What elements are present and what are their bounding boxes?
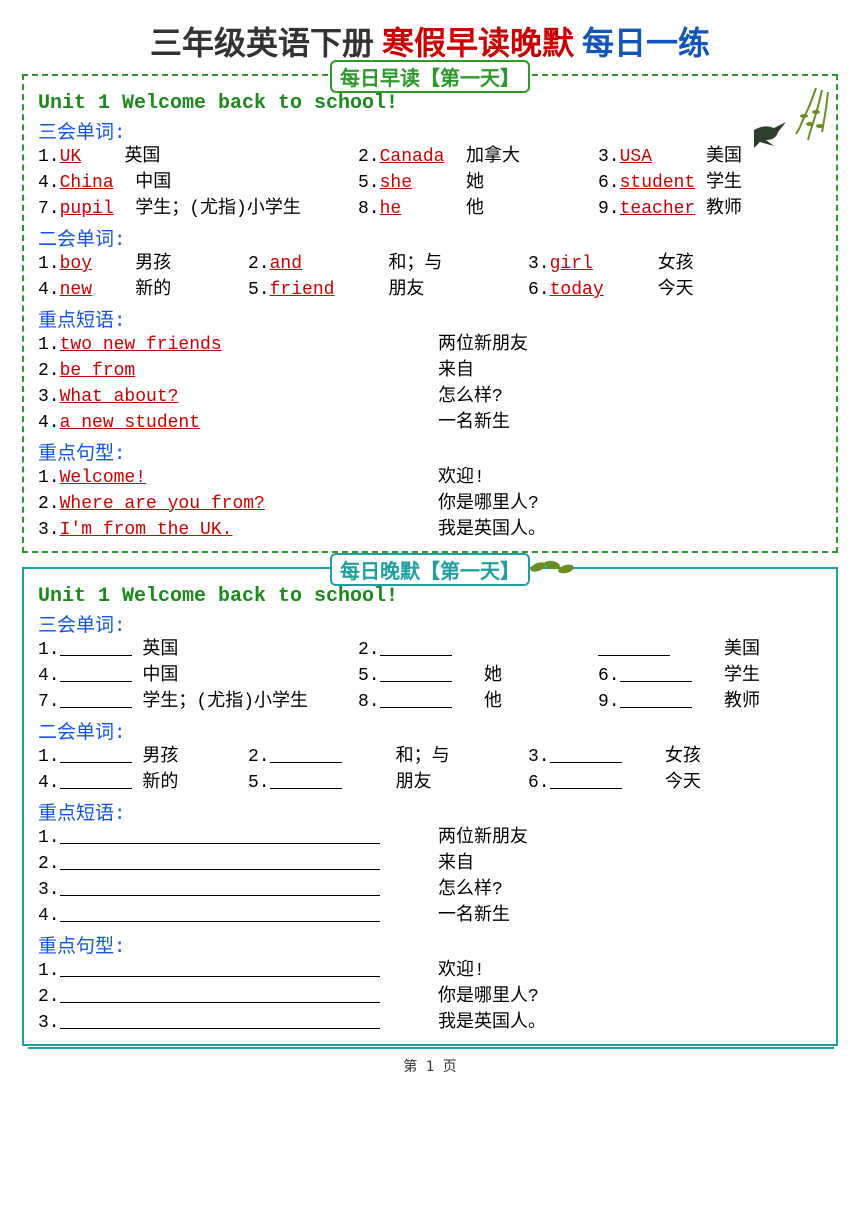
phrase-row: 2.be from来自 xyxy=(38,358,822,384)
phrase-row: 3.What about?怎么样? xyxy=(38,384,822,410)
blank xyxy=(270,745,342,763)
box2-sec4: 重点句型: xyxy=(38,931,822,958)
phrase-row: 4.a new student一名新生 xyxy=(38,410,822,436)
fill-row: 7. 学生；(尤指)小学生 8. 他 9. 教师 xyxy=(38,689,822,715)
blank xyxy=(550,771,622,789)
blank xyxy=(60,664,132,682)
vocab-row: 1.UK 英国 2.Canada 加拿大 3.USA 美国 xyxy=(38,144,822,170)
vocab-row: 4.new 新的 5.friend 朋友 6.today 今天 xyxy=(38,277,822,303)
vocab-row: 7.pupil 学生；(尤指)小学生 8.he 他 9.teacher 教师 xyxy=(38,196,822,222)
box2-label: 每日晚默【第一天】 xyxy=(330,553,530,586)
fill-row: 1. 男孩 2. 和；与 3. 女孩 xyxy=(38,744,822,770)
blank xyxy=(60,1011,380,1029)
blank xyxy=(60,959,380,977)
box2-sec1: 三会单词: xyxy=(38,610,822,637)
fill-row: 4. 中国 5. 她 6. 学生 xyxy=(38,663,822,689)
fill-row: 2.你是哪里人? xyxy=(38,984,822,1010)
vocab-row: 4.China 中国 5.she 她 6.student 学生 xyxy=(38,170,822,196)
blank xyxy=(60,690,132,708)
title-part3: 每日一练 xyxy=(582,25,710,61)
blank xyxy=(60,852,380,870)
fill-row: 3.我是英国人。 xyxy=(38,1010,822,1036)
blank xyxy=(550,745,622,763)
fill-row: 4.一名新生 xyxy=(38,903,822,929)
leaves-icon xyxy=(526,555,576,579)
blank xyxy=(60,771,132,789)
evening-dictation-box: 每日晚默【第一天】 Unit 1 Welcome back to school!… xyxy=(22,567,838,1046)
fill-row: 4. 新的 5. 朋友 6. 今天 xyxy=(38,770,822,796)
box1-sec4: 重点句型: xyxy=(38,438,822,465)
blank xyxy=(60,878,380,896)
blank xyxy=(60,826,380,844)
blank xyxy=(380,638,452,656)
blank xyxy=(620,664,692,682)
fill-row: 1.两位新朋友 xyxy=(38,825,822,851)
sentence-row: 2.Where are you from?你是哪里人? xyxy=(38,491,822,517)
main-title: 三年级英语下册 寒假早读晚默 每日一练 xyxy=(22,18,838,64)
page-footer: 第 1 页 xyxy=(22,1056,838,1076)
vocab-row: 1.boy 男孩 2.and 和；与 3.girl 女孩 xyxy=(38,251,822,277)
blank xyxy=(598,638,670,656)
blank xyxy=(380,690,452,708)
title-part2: 寒假早读晚默 xyxy=(382,25,574,61)
box1-label: 每日早读【第一天】 xyxy=(330,60,530,93)
blank xyxy=(620,690,692,708)
blank xyxy=(60,745,132,763)
blank xyxy=(60,904,380,922)
title-part1: 三年级英语下册 xyxy=(150,25,374,61)
phrase-row: 1.two new friends两位新朋友 xyxy=(38,332,822,358)
fill-row: 2.来自 xyxy=(38,851,822,877)
box1-sec2: 二会单词: xyxy=(38,224,822,251)
blank xyxy=(380,664,452,682)
box2-sec2: 二会单词: xyxy=(38,717,822,744)
box1-sec1: 三会单词: xyxy=(38,117,822,144)
box2-sec3: 重点短语: xyxy=(38,798,822,825)
box1-unit: Unit 1 Welcome back to school! xyxy=(38,92,822,115)
morning-reading-box: 每日早读【第一天】 Unit 1 Welcome back to school!… xyxy=(22,74,838,553)
box1-sec3: 重点短语: xyxy=(38,305,822,332)
fill-row: 3.怎么样? xyxy=(38,877,822,903)
sentence-row: 1.Welcome!欢迎! xyxy=(38,465,822,491)
fill-row: 1.欢迎! xyxy=(38,958,822,984)
blank xyxy=(60,985,380,1003)
swallow-willow-icon xyxy=(730,86,830,156)
blank xyxy=(60,638,132,656)
fill-row: 1. 英国 2. 美国 xyxy=(38,637,822,663)
box2-unit: Unit 1 Welcome back to school! xyxy=(38,585,822,608)
blank xyxy=(270,771,342,789)
sentence-row: 3.I'm from the UK.我是英国人。 xyxy=(38,517,822,543)
